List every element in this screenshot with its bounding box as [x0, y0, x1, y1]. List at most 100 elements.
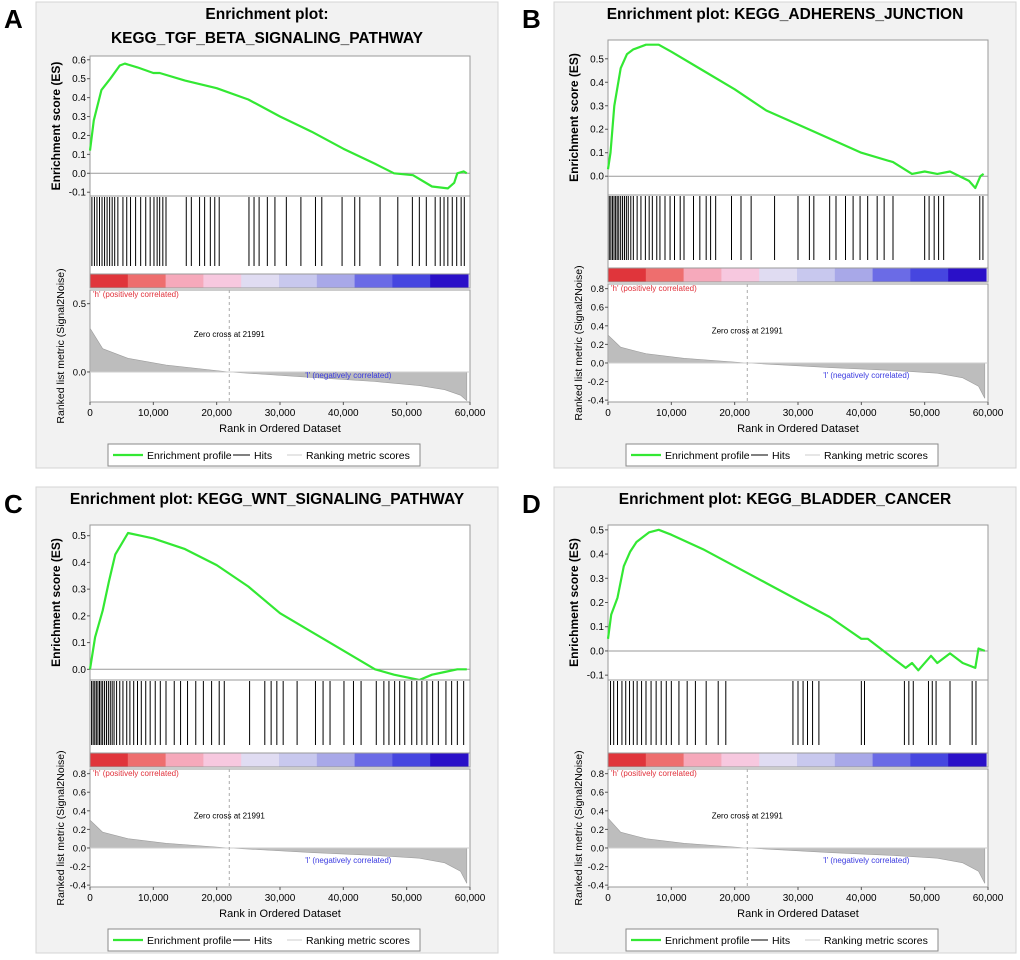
x-tick-label: 40,000 [328, 893, 359, 904]
panel-d: D Enrichment plot: KEGG_BLADDER_CANCER 0.5… [518, 485, 1018, 955]
heatmap-segment [872, 753, 911, 767]
metric-tick-label: 0.4 [591, 321, 604, 332]
es-tick-label: 0.5 [72, 74, 86, 85]
heatmap-segment [354, 753, 393, 767]
es-tick-label: 0.0 [72, 665, 86, 676]
heatmap-segment [948, 268, 987, 282]
x-tick-label: 10,000 [138, 893, 169, 904]
legend-box [107, 928, 421, 952]
chart-svg-c: C Enrichment plot: KEGG_WNT_SIGNALING_PAT… [4, 486, 499, 954]
x-tick-label: 0 [87, 408, 93, 419]
heatmap-segment [721, 753, 760, 767]
chart-title-line: Enrichment plot: [205, 6, 328, 23]
enrichment-profile-line [88, 62, 468, 190]
legend-box [625, 443, 939, 467]
metric-tick-label: 0.6 [591, 303, 604, 314]
x-tick-label: 20,000 [719, 893, 750, 904]
x-tick-label: 0 [605, 408, 611, 419]
x-tick-label: 10,000 [656, 408, 687, 419]
es-axis-title: Enrichment score (ES) [567, 538, 581, 667]
es-tick-label: 0.3 [72, 585, 86, 596]
x-tick-label: 20,000 [719, 408, 750, 419]
x-axis-title: Rank in Ordered Dataset [737, 423, 859, 435]
zero-cross-label: Zero cross at 21991 [194, 812, 266, 821]
heatmap-segment [872, 268, 911, 282]
x-axis-title: Rank in Ordered Dataset [737, 908, 859, 920]
x-tick-label: 30,000 [783, 408, 814, 419]
x-tick-label: 40,000 [846, 408, 877, 419]
heatmap-segment [165, 274, 204, 288]
heatmap-segment [645, 268, 685, 282]
positively-correlated-label: 'h' (positively correlated) [93, 290, 179, 299]
heatmap-segment [354, 274, 393, 288]
positively-correlated-label: 'h' (positively correlated) [611, 284, 697, 293]
negatively-correlated-label: 'l' (negatively correlated) [823, 856, 910, 865]
x-tick-label: 50,000 [909, 893, 940, 904]
es-tick-label: 0.3 [72, 112, 86, 123]
heatmap-segment [608, 268, 647, 282]
metric-tick-label: -0.4 [588, 396, 604, 407]
heatmap-segment [430, 753, 469, 767]
ranking-metric-area [607, 334, 986, 399]
heatmap-segment [127, 753, 167, 767]
heatmap-segment [430, 274, 469, 288]
es-tick-label: 0.5 [590, 54, 604, 65]
metric-tick-label: -0.2 [588, 377, 604, 388]
heatmap-frame [607, 752, 989, 768]
chart-svg-a: A Enrichment plot: KEGG_TGF_BETA_SIGNALING… [4, 1, 499, 469]
chart-svg-d: D Enrichment plot: KEGG_BLADDER_CANCER 0.5… [522, 486, 1017, 954]
x-tick-label: 0 [87, 893, 93, 904]
zero-cross-label: Zero cross at 21991 [712, 327, 784, 336]
metric-axis-title: Ranked list metric (Signal2Noise) [55, 268, 67, 423]
heatmap-segment [165, 753, 204, 767]
x-tick-label: 20,000 [201, 408, 232, 419]
heatmap-segment [316, 274, 356, 288]
heatmap-segment [683, 753, 722, 767]
negatively-correlated-label: 'l' (negatively correlated) [305, 856, 392, 865]
heatmap-segment [241, 274, 280, 288]
metric-tick-label: 0.5 [73, 299, 86, 310]
legend-ranking-label: Ranking metric scores [306, 450, 410, 462]
x-tick-label: 10,000 [656, 893, 687, 904]
es-tick-label: 0.6 [72, 55, 86, 66]
x-tick-label: 20,000 [201, 893, 232, 904]
zero-cross-label: Zero cross at 21991 [712, 812, 784, 821]
legend-hits-label: Hits [772, 450, 790, 462]
es-axis-title: Enrichment score (ES) [49, 62, 63, 191]
enrichment-profile-line [606, 43, 985, 190]
heatmap-segment [241, 753, 280, 767]
es-tick-label: 0.1 [72, 638, 86, 649]
x-tick-label: 60,000 [973, 893, 1004, 904]
heatmap-segment [392, 274, 431, 288]
legend-ranking-label: Ranking metric scores [306, 935, 410, 947]
metric-tick-label: -0.2 [70, 862, 86, 873]
panel-b: B Enrichment plot: KEGG_ADHERENS_JUNCTION… [518, 0, 1018, 470]
es-tick-label: 0.2 [590, 125, 604, 136]
x-tick-label: 40,000 [846, 893, 877, 904]
positively-correlated-label: 'h' (positively correlated) [93, 769, 179, 778]
heatmap-segment [683, 268, 722, 282]
metric-tick-label: 0.2 [591, 340, 604, 351]
metric-tick-label: 0.0 [591, 358, 604, 369]
negatively-correlated-label: 'l' (negatively correlated) [823, 371, 910, 380]
legend-box [625, 928, 939, 952]
es-tick-label: 0.5 [590, 525, 604, 536]
chart-title-line: Enrichment plot: KEGG_ADHERENS_JUNCTION [607, 6, 964, 23]
ranking-metric-area [89, 819, 468, 884]
es-tick-label: 0.5 [72, 531, 86, 542]
heatmap-frame [89, 273, 471, 289]
panel-letter: A [4, 4, 23, 34]
metric-tick-label: 0.4 [591, 806, 604, 817]
metric-axis-title: Ranked list metric (Signal2Noise) [573, 750, 585, 905]
hits-frame [89, 679, 471, 754]
hits-frame [89, 195, 471, 275]
heatmap-segment [90, 753, 129, 767]
heatmap-segment [721, 268, 760, 282]
legend-box [107, 443, 421, 467]
panel-letter: C [4, 489, 23, 519]
es-tick-label: 0.0 [590, 172, 604, 183]
es-tick-label: 0.1 [72, 150, 86, 161]
metric-tick-label: 0.4 [73, 806, 86, 817]
es-tick-label: 0.2 [72, 611, 86, 622]
x-tick-label: 50,000 [909, 408, 940, 419]
